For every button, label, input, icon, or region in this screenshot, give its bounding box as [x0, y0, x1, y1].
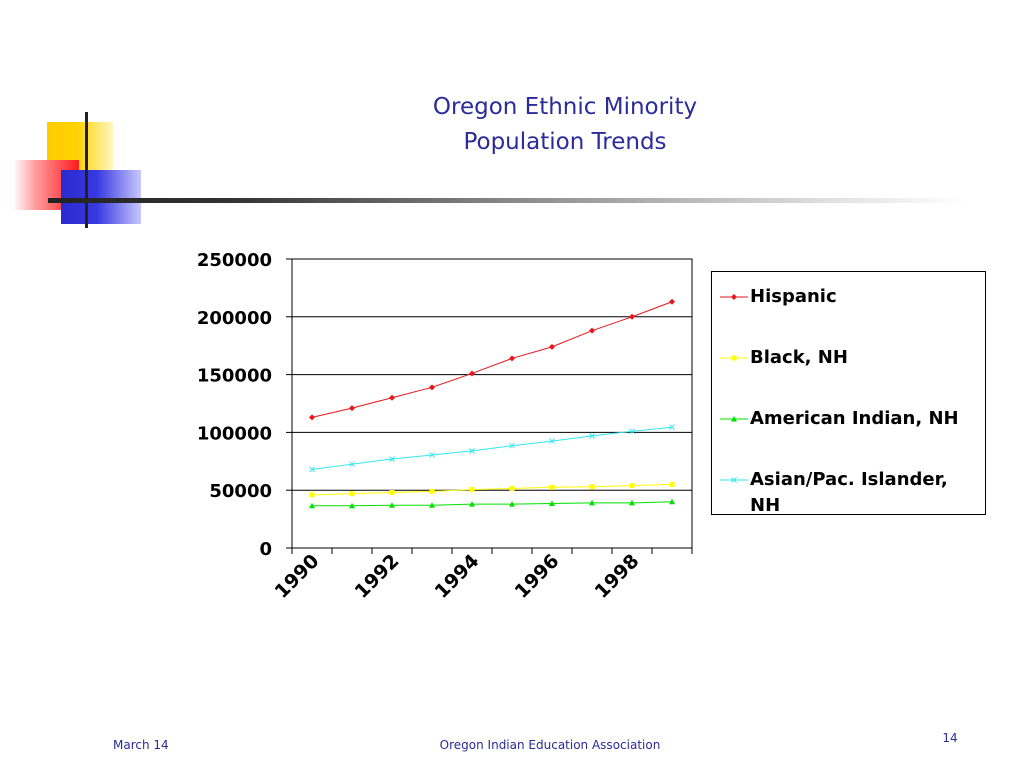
data-point-asian-pac-islander-nh — [629, 428, 635, 435]
data-point-asian-pac-islander-nh — [549, 438, 555, 444]
data-point-hispanic — [669, 298, 675, 305]
y-tick-label: 0 — [259, 539, 272, 560]
chart-legend: Hispanic Black, NH American Indian, NH A… — [711, 271, 986, 516]
data-point-asian-pac-islander-nh-stroke — [629, 428, 635, 435]
data-point-black-nh — [589, 484, 595, 490]
data-point-asian-pac-islander-nh-stroke — [309, 466, 315, 473]
x-tick-label: 1996 — [511, 550, 564, 603]
series-line-hispanic — [311, 301, 673, 418]
footer-organization: Oregon Indian Education Association — [439, 738, 661, 752]
series-line-american-indian-nh — [312, 501, 673, 507]
y-tick-label: 200000 — [197, 308, 272, 329]
data-point-asian-pac-islander-nh — [469, 448, 475, 454]
data-point-black-nh — [549, 484, 555, 490]
data-point-hispanic — [309, 414, 315, 421]
data-point-asian-pac-islander-nh-stroke — [469, 448, 475, 454]
data-point-hispanic — [629, 313, 635, 320]
data-point-american-indian-nh — [469, 501, 475, 507]
data-point-asian-pac-islander-nh — [309, 466, 315, 473]
data-point-american-indian-nh — [629, 499, 635, 506]
title-line-1: Oregon Ethnic Minority — [432, 94, 698, 120]
page-number: 14 — [942, 731, 958, 745]
data-point-american-indian-nh — [509, 501, 515, 507]
x-tick-label: 1992 — [351, 550, 404, 603]
y-tick-label: 150000 — [197, 366, 272, 387]
data-point-asian-pac-islander-nh-stroke — [549, 438, 555, 444]
data-point-black-nh — [429, 488, 435, 494]
series-line-asian-pac-islander-nh — [311, 426, 673, 470]
data-point-hispanic — [429, 384, 435, 391]
data-point-asian-pac-islander-nh-stroke — [429, 452, 435, 458]
legend-point — [731, 477, 737, 483]
data-point-black-nh — [389, 490, 395, 496]
data-point-black-nh — [309, 492, 315, 498]
legend-point-stroke — [731, 477, 737, 483]
data-point-asian-pac-islander-nh — [349, 461, 355, 468]
data-point-american-indian-nh — [309, 502, 315, 509]
legend-point — [731, 416, 737, 422]
legend-marker-asian — [720, 477, 748, 483]
legend-point — [731, 294, 737, 300]
data-point-black-nh — [469, 487, 475, 493]
data-point-asian-pac-islander-nh-stroke — [389, 456, 395, 462]
legend-label: Asian/Pac. Islander, NH — [750, 469, 948, 516]
horizontal-rule-decoration — [48, 198, 968, 203]
legend-point — [731, 355, 737, 361]
data-point-american-indian-nh — [549, 500, 555, 506]
data-point-hispanic — [589, 327, 595, 334]
footer-date: March 14 — [113, 738, 169, 752]
data-point-american-indian-nh — [429, 502, 435, 508]
legend-marker-hispanic — [720, 294, 748, 300]
data-point-asian-pac-islander-nh — [429, 452, 435, 458]
data-point-american-indian-nh — [589, 499, 595, 506]
legend-label: American Indian, NH — [750, 408, 959, 429]
x-tick-label: 1990 — [271, 550, 324, 603]
data-point-asian-pac-islander-nh — [669, 424, 675, 431]
y-tick-label: 250000 — [197, 250, 272, 271]
data-point-black-nh — [509, 485, 515, 491]
y-tick-label: 100000 — [197, 423, 272, 444]
y-tick-label: 50000 — [209, 481, 272, 502]
legend-label: Black, NH — [750, 347, 848, 368]
data-point-hispanic — [469, 370, 475, 377]
data-point-hispanic — [549, 343, 555, 350]
data-point-hispanic — [389, 394, 395, 401]
data-point-asian-pac-islander-nh — [589, 433, 595, 439]
data-point-black-nh — [629, 483, 635, 489]
legend-marker-black — [720, 355, 748, 361]
title-line-2: Population Trends — [463, 129, 667, 155]
blue-square-decoration — [61, 170, 141, 224]
data-point-asian-pac-islander-nh — [509, 442, 515, 449]
x-tick-label: 1994 — [431, 550, 484, 603]
series-line-black-nh — [311, 483, 673, 496]
data-point-american-indian-nh — [349, 502, 355, 509]
data-point-asian-pac-islander-nh — [389, 456, 395, 462]
data-point-asian-pac-islander-nh-stroke — [509, 442, 515, 449]
data-point-hispanic — [509, 355, 515, 362]
data-point-hispanic — [349, 405, 355, 412]
data-point-black-nh — [669, 481, 675, 487]
legend-marker-american-indian — [720, 416, 748, 422]
vertical-rule-decoration — [85, 112, 88, 228]
slide-title: Oregon Ethnic Minority Population Trends — [300, 90, 830, 160]
data-point-asian-pac-islander-nh-stroke — [589, 433, 595, 439]
data-point-american-indian-nh — [389, 502, 395, 508]
data-point-asian-pac-islander-nh-stroke — [349, 461, 355, 468]
legend-label: Hispanic — [750, 286, 837, 307]
x-tick-label: 1998 — [591, 550, 644, 603]
data-point-asian-pac-islander-nh-stroke — [669, 424, 675, 431]
data-point-american-indian-nh — [669, 498, 675, 505]
data-point-black-nh — [349, 491, 355, 497]
